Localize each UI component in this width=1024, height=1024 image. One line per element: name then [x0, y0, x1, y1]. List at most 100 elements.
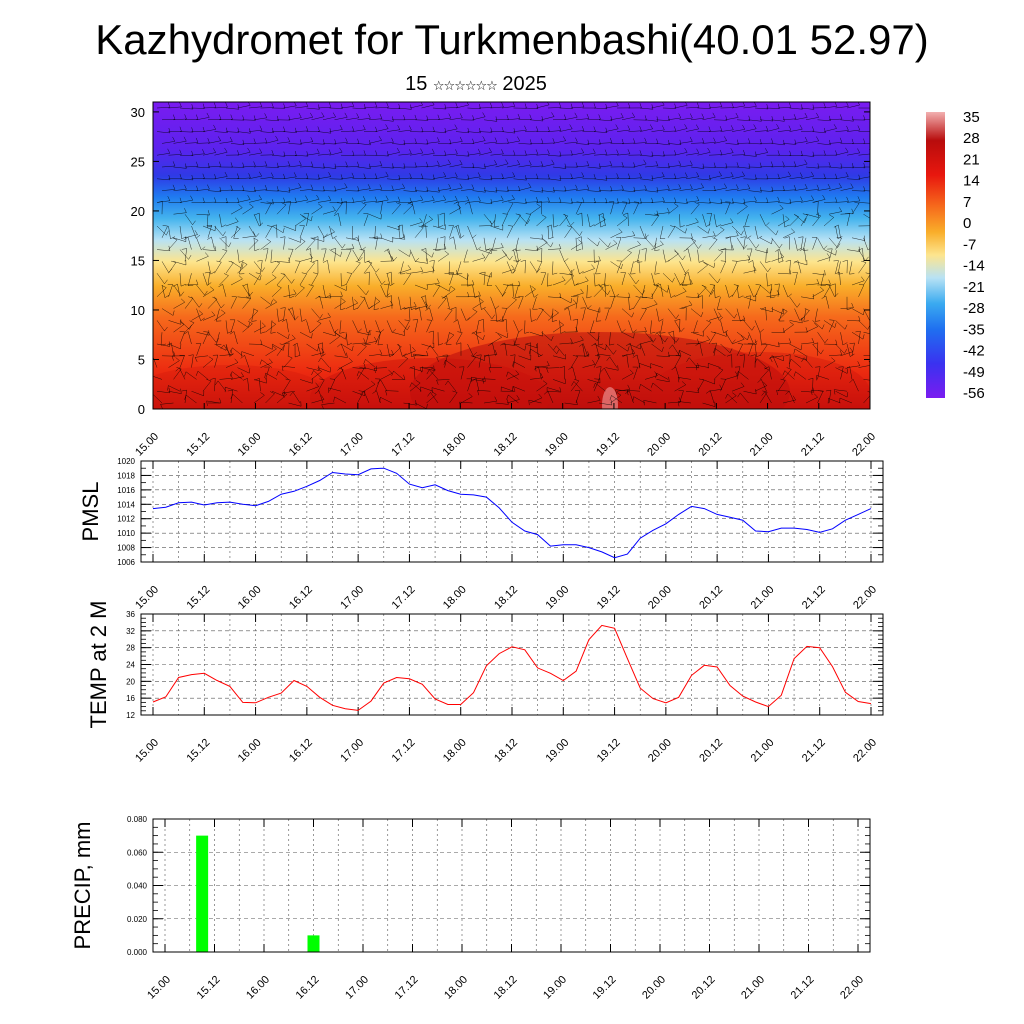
wind-barb-shaft [667, 253, 679, 262]
wind-barb-shaft [363, 177, 377, 180]
wind-barb-shaft [667, 226, 676, 238]
wind-barb-shaft [288, 143, 302, 145]
wind-barb-shaft [789, 354, 791, 368]
wind-barb-shaft [805, 213, 819, 218]
wind-barb-flag [447, 308, 453, 311]
y-tick-label: 20 [126, 677, 135, 686]
wind-barb-flag [597, 395, 601, 401]
wind-barb-shaft [253, 117, 267, 121]
wind-barb-flag [659, 240, 664, 245]
wind-barb-flag [541, 234, 544, 240]
wind-barb-shaft [685, 390, 699, 393]
wind-barb-flag [230, 114, 233, 120]
wind-barb-flag [190, 195, 194, 201]
wind-barb-shaft [782, 118, 796, 121]
wind-barb-shaft [187, 331, 192, 345]
x-tick-label: 21.00 [748, 431, 776, 459]
wind-barb-flag [485, 248, 491, 251]
wind-barb-flag [575, 137, 578, 143]
wind-barb-shaft [621, 353, 635, 357]
wind-barb-flag [614, 293, 620, 298]
wind-barb-shaft [478, 296, 482, 310]
wind-barb-flag [671, 366, 676, 371]
wind-barb-shaft [432, 131, 446, 134]
wind-barb-flag [333, 396, 335, 402]
wind-barb-flag [204, 271, 210, 274]
y-tick-label: 1020 [117, 457, 135, 466]
wind-barb-shaft [288, 249, 294, 262]
wind-barb-flag [443, 172, 447, 177]
wind-barb-flag [344, 183, 348, 188]
x-tick-label: 17.12 [393, 974, 421, 1002]
wind-barb-flag [688, 300, 693, 306]
wind-barb-flag [762, 343, 768, 346]
wind-barb-flag [599, 163, 601, 169]
wind-barb-flag [782, 308, 788, 312]
wind-barb-shaft [278, 371, 289, 380]
wind-barb-shaft [282, 365, 296, 368]
wind-barb-flag [295, 355, 300, 358]
wind-barb-shaft [472, 257, 486, 262]
x-tick-label: 15.00 [133, 584, 161, 612]
wind-barb-shaft [153, 376, 163, 380]
wind-barb-flag [505, 159, 509, 164]
wind-barb-flag [517, 160, 520, 165]
wind-barb-flag [528, 183, 532, 188]
wind-barb-flag [541, 214, 547, 218]
wind-barb-shaft [299, 165, 313, 168]
wind-barb-flag [846, 368, 849, 374]
wind-barb-shaft [179, 154, 193, 156]
wind-barb-flag [633, 333, 635, 339]
wind-barb-shaft [800, 342, 814, 345]
wind-barb-flag [238, 204, 243, 208]
wind-barb-shaft [271, 390, 285, 397]
wind-barb-flag [837, 236, 843, 239]
wind-barb-shaft [472, 301, 484, 309]
wind-barb-shaft [386, 178, 400, 181]
wind-barb-flag [586, 184, 590, 190]
wind-barb-shaft [846, 152, 860, 156]
wind-barb-flag [581, 148, 584, 153]
wind-barb-shaft [547, 296, 561, 299]
wind-barb-flag [403, 115, 406, 120]
wind-barb-flag [316, 320, 322, 324]
wind-barb-shaft [444, 176, 458, 180]
wind-barb-flag [254, 212, 260, 216]
wind-barb-shaft [743, 106, 757, 109]
wind-barb-flag [374, 173, 378, 179]
wind-barb-shaft [662, 130, 676, 132]
x-tick-label: 20.12 [697, 584, 725, 612]
wind-barb-shaft [490, 106, 504, 109]
wind-barb-flag [712, 237, 718, 240]
wind-barb-flag [435, 249, 441, 251]
wind-barb-shaft [168, 360, 180, 368]
wind-barb-flag [730, 172, 734, 177]
wind-barb-flag [431, 252, 434, 258]
wind-barb-shaft [628, 130, 642, 132]
wind-barb-flag [586, 296, 592, 299]
wind-barb-shaft [437, 298, 447, 309]
wind-barb-shaft [253, 165, 267, 168]
wind-barb-flag [721, 248, 726, 251]
wind-barb-shaft [713, 251, 723, 262]
wind-barb-flag [272, 274, 277, 278]
wind-barb-shaft [184, 322, 195, 333]
wind-barb-flag [240, 372, 244, 377]
wind-barb-shaft [322, 231, 335, 239]
y-tick-label: 1012 [117, 515, 135, 524]
wind-barb-shaft [616, 389, 630, 392]
wind-barb-flag [315, 295, 320, 299]
wind-barb-shaft [771, 237, 780, 249]
wind-barb-flag [783, 116, 785, 122]
wind-barb-flag [427, 392, 431, 397]
wind-barb-flag [325, 295, 331, 298]
wind-barb-flag [875, 162, 877, 167]
wind-barb-shaft [322, 143, 336, 145]
wind-barb-flag [678, 184, 682, 189]
wind-barb-flag [322, 260, 328, 263]
wind-barb-flag [786, 367, 792, 370]
wind-barb-shaft [373, 296, 376, 310]
wind-barb-shaft [426, 394, 437, 404]
wind-barb-flag [723, 136, 727, 141]
wind-barb-shaft [399, 261, 404, 275]
